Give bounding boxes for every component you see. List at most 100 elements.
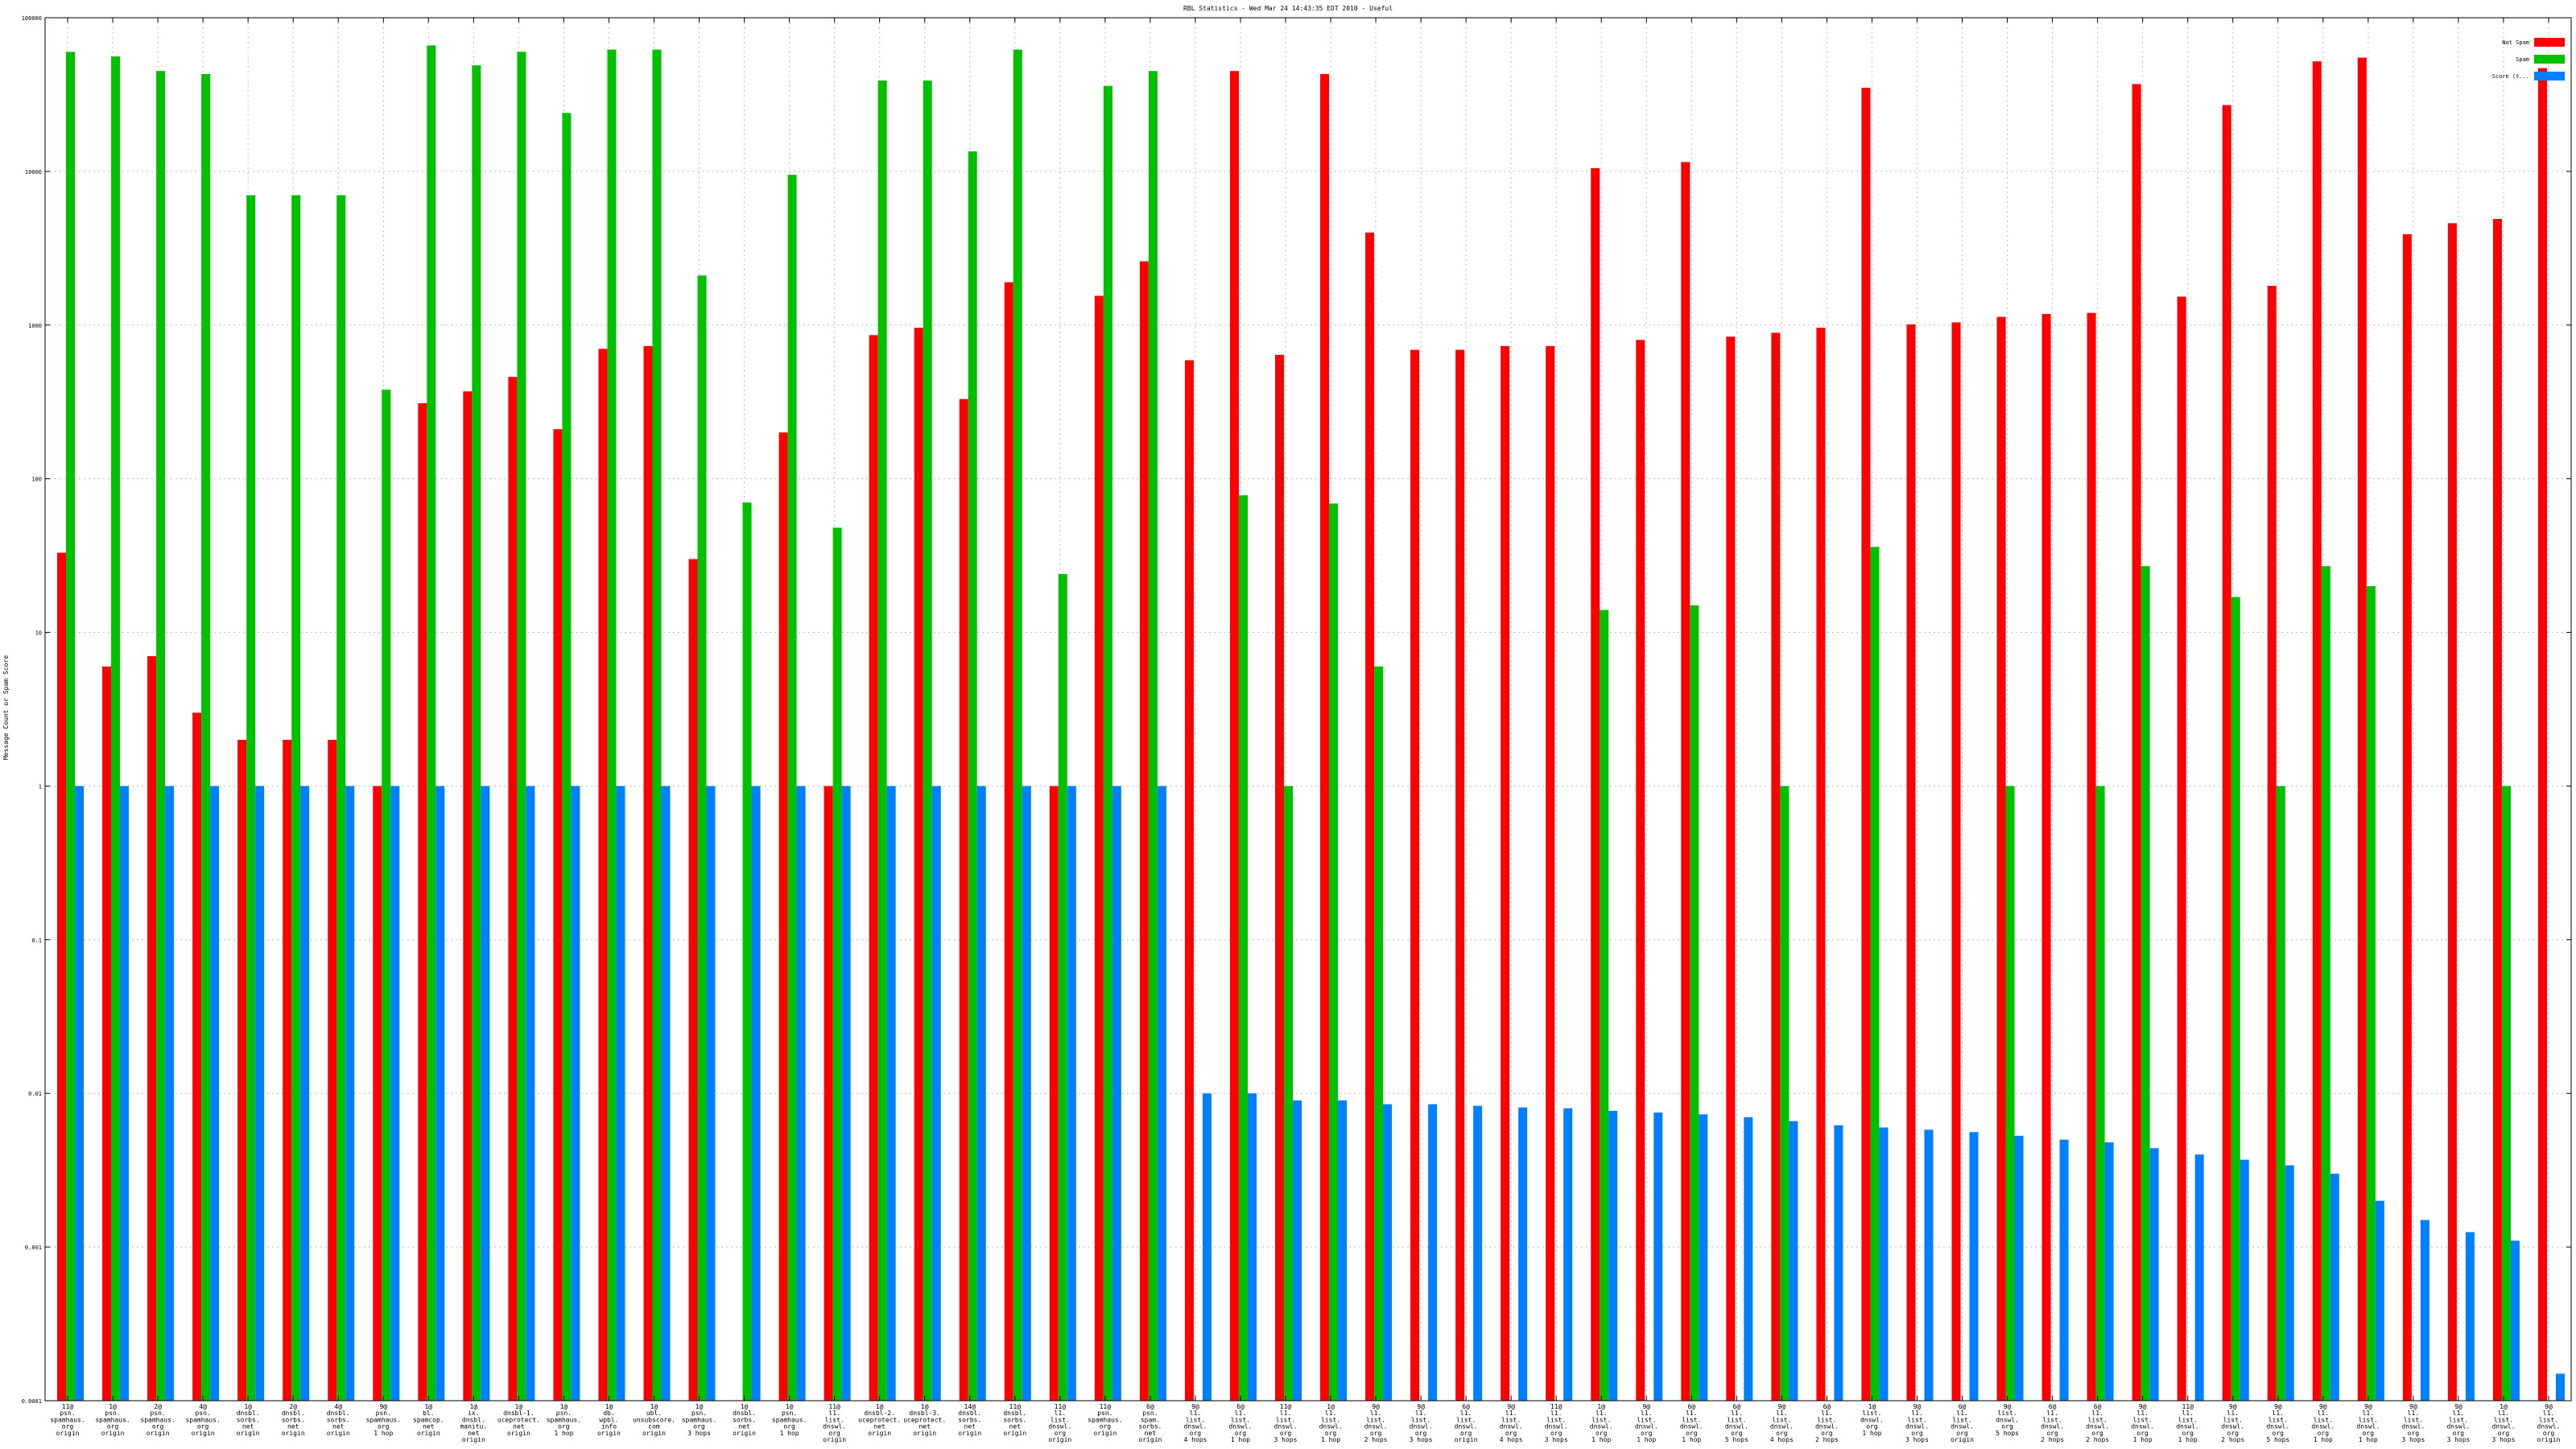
x-tick-label-line: 1@ bbox=[921, 1403, 929, 1410]
x-tick-label-5: 2@ dnsbl. sorbs. net origin bbox=[282, 1403, 305, 1437]
x-tick-label-50: 9@ l1. list. dnswl. org 1 hop bbox=[2311, 1403, 2334, 1443]
bar-series-0-cat-44 bbox=[2041, 314, 2051, 1402]
x-tick-label-line: org bbox=[107, 1423, 119, 1430]
bar-series-2-cat-0 bbox=[75, 786, 85, 1401]
bar-series-0-cat-10 bbox=[508, 377, 518, 1401]
x-tick-label-line: origin bbox=[192, 1430, 215, 1437]
bar-series-0-cat-35 bbox=[1636, 340, 1645, 1401]
x-tick-label-line: org bbox=[1190, 1430, 1202, 1437]
legend-label-2: Score (t... bbox=[2492, 73, 2529, 80]
x-tick-label-18: 1@ dnsbl-2. uceprotect. net origin bbox=[858, 1403, 901, 1437]
bar-series-0-cat-3 bbox=[192, 712, 202, 1401]
x-tick-label-line: dnsbl-3. bbox=[909, 1410, 940, 1417]
bar-series-2-cat-23 bbox=[1112, 786, 1121, 1401]
x-tick-label-line: bl. bbox=[423, 1410, 434, 1417]
x-tick-label-line: org bbox=[1776, 1430, 1788, 1437]
x-tick-label-line: 2 hops bbox=[1364, 1436, 1388, 1443]
bar-series-1-cat-12 bbox=[607, 49, 617, 1401]
x-tick-label-line: l1. bbox=[1280, 1410, 1291, 1417]
x-tick-label-line: list. bbox=[1998, 1410, 2017, 1417]
x-tick-label-54: 1@ l1. list. dnswl. org 3 hops bbox=[2491, 1403, 2515, 1443]
x-tick-label-line: origin bbox=[147, 1430, 170, 1437]
x-tick-label-line: 9@ bbox=[2454, 1403, 2462, 1410]
y-ticks: 0.0001 0.001 0.01 0.1 1 10 100 1000 10000 100000 bbox=[22, 15, 2571, 1405]
bar-series-1-cat-16 bbox=[787, 175, 797, 1401]
x-tick-label-line: dnswl. bbox=[1680, 1423, 1703, 1430]
y-tick-label: 100 bbox=[31, 477, 42, 483]
x-tick-label-line: dnswl. bbox=[2446, 1423, 2470, 1430]
bar-series-0-cat-11 bbox=[553, 429, 563, 1401]
x-tick-label-line: org bbox=[1460, 1430, 1472, 1437]
bar-series-0-cat-5 bbox=[283, 739, 292, 1401]
x-tick-label-line: origin bbox=[101, 1430, 125, 1437]
bar-series-0-cat-34 bbox=[1591, 167, 1600, 1401]
x-tick-label-line: dnsbl. bbox=[327, 1410, 350, 1417]
x-tick-label-line: uceprotect. bbox=[903, 1416, 946, 1423]
x-tick-label-line: net bbox=[873, 1423, 886, 1430]
x-tick-label-line: net bbox=[287, 1423, 299, 1430]
x-tick-label-36: 6@ l1. list. dnswl. org 1 hop bbox=[1680, 1403, 1703, 1443]
bar-series-1-cat-0 bbox=[66, 52, 76, 1401]
bar-series-0-cat-47 bbox=[2177, 296, 2186, 1402]
bar-series-1-cat-14 bbox=[697, 275, 707, 1402]
bar-series-1-cat-48 bbox=[2231, 597, 2240, 1401]
x-tick-label-21: 11@ dnsbl. sorbs. net origin bbox=[1003, 1403, 1026, 1437]
x-tick-label-line: org bbox=[1641, 1430, 1653, 1437]
x-tick-label-1: 1@ psn. spamhaus. org origin bbox=[95, 1403, 130, 1437]
x-tick-label-line: 1 hop bbox=[374, 1430, 393, 1437]
bar-series-0-cat-7 bbox=[373, 786, 382, 1401]
legend-label-0: Not Spam bbox=[2502, 39, 2529, 46]
x-tick-label-line: 9@ bbox=[1372, 1403, 1380, 1410]
x-tick-label-line: 1 hop bbox=[1637, 1436, 1656, 1443]
x-tick-label-line: 6@ bbox=[1146, 1403, 1154, 1410]
x-tick-label-38: 9@ l1. list. dnswl. org 4 hops bbox=[1770, 1403, 1794, 1443]
x-tick-label-line: list. bbox=[2223, 1416, 2243, 1423]
x-tick-label-line: 1@ bbox=[786, 1403, 794, 1410]
x-tick-label-line: dnsbl. bbox=[733, 1410, 756, 1417]
x-tick-label-line: l1. bbox=[2543, 1410, 2554, 1417]
x-tick-label-line: org bbox=[152, 1423, 164, 1430]
x-tick-label-line: spamhaus. bbox=[50, 1416, 85, 1423]
bar-series-2-cat-44 bbox=[2059, 1139, 2069, 1401]
bar-series-1-cat-36 bbox=[1690, 605, 1699, 1401]
x-tick-label-line: ix. bbox=[468, 1410, 479, 1417]
bar-series-2-cat-43 bbox=[2014, 1135, 2024, 1401]
x-tick-label-25: 9@ l1. list. dnswl. org 4 hops bbox=[1183, 1403, 1207, 1443]
x-tick-label-line: origin bbox=[913, 1430, 936, 1437]
bar-series-1-cat-7 bbox=[382, 389, 391, 1401]
bar-series-0-cat-13 bbox=[643, 345, 653, 1401]
x-tick-label-line: net bbox=[468, 1430, 480, 1437]
bar-series-2-cat-14 bbox=[706, 786, 716, 1401]
x-tick-label-23: 11@ psn. spamhaus. org origin bbox=[1088, 1403, 1122, 1437]
x-tick-label-line: net bbox=[964, 1423, 976, 1430]
x-tick-label-line: spamhaus. bbox=[547, 1416, 581, 1423]
x-tick-label-line: net bbox=[738, 1423, 750, 1430]
x-tick-label-line: list. bbox=[1862, 1410, 1881, 1417]
bar-series-1-cat-23 bbox=[1103, 85, 1113, 1402]
x-tick-label-line: 4 hops bbox=[1500, 1436, 1523, 1443]
bar-series-2-cat-48 bbox=[2240, 1159, 2249, 1401]
x-tick-label-line: spam. bbox=[1141, 1416, 1160, 1423]
bar-series-0-cat-8 bbox=[418, 402, 427, 1401]
x-tick-label-line: list. bbox=[1231, 1416, 1250, 1423]
bar-series-1-cat-11 bbox=[562, 113, 572, 1401]
bar-series-2-cat-49 bbox=[2285, 1165, 2294, 1401]
bar-series-2-cat-26 bbox=[1247, 1093, 1257, 1401]
x-tick-label-line: psn. bbox=[556, 1410, 572, 1417]
x-tick-label-line: 11@ bbox=[62, 1403, 74, 1410]
x-tick-label-line: origin bbox=[733, 1430, 756, 1437]
x-tick-label-line: 1@ bbox=[741, 1403, 749, 1410]
x-tick-label-line: org bbox=[2182, 1430, 2194, 1437]
x-tick-label-line: sorbs. bbox=[237, 1416, 260, 1423]
bar-series-0-cat-0 bbox=[57, 552, 67, 1401]
bar-series-1-cat-6 bbox=[336, 195, 346, 1401]
x-tick-label-line: origin bbox=[462, 1436, 485, 1443]
bar-series-1-cat-19 bbox=[923, 80, 932, 1401]
bar-series-0-cat-20 bbox=[959, 398, 968, 1401]
x-tick-label-line: list. bbox=[1727, 1416, 1746, 1423]
x-tick-label-line: dnswl. bbox=[1274, 1423, 1298, 1430]
x-tick-label-41: 9@ l1. list. dnswl. org 3 hops bbox=[1905, 1403, 1929, 1443]
bar-series-0-cat-27 bbox=[1274, 354, 1284, 1401]
x-tick-label-11: 1@ psn. spamhaus. org 1 hop bbox=[547, 1403, 581, 1437]
x-tick-label-line: 1@ bbox=[1868, 1403, 1876, 1410]
